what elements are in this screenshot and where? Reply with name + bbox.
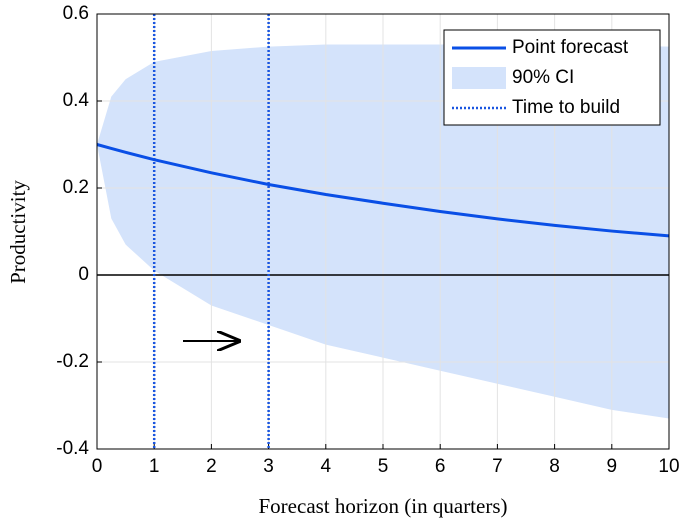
x-tick-label: 9 — [607, 456, 618, 477]
legend-label: Time to build — [512, 97, 620, 118]
line — [96, 143, 670, 238]
x-tick-label: 7 — [492, 456, 503, 477]
x-tick-label: 8 — [549, 456, 560, 477]
y-tick-label: 0.2 — [63, 177, 89, 198]
x-tick-label: 10 — [658, 456, 679, 477]
x-tick-label: 5 — [378, 456, 389, 477]
y-tick-label: 0.6 — [63, 3, 89, 24]
x-tick-label: 1 — [149, 456, 160, 477]
x-tick-label: 2 — [206, 456, 217, 477]
legend-label: Point forecast — [512, 37, 629, 58]
x-tick-label: 4 — [321, 456, 332, 477]
legend-label: 90% CI — [512, 67, 574, 88]
plot-frame — [96, 13, 670, 450]
y-tick-label: 0.4 — [63, 90, 90, 111]
x-tick-label: 6 — [435, 456, 446, 477]
x-tick-label: 3 — [263, 456, 274, 477]
legend-swatch — [452, 67, 506, 89]
y-tick-label: -0.2 — [56, 351, 89, 372]
y-axis-label: Productivity — [6, 180, 30, 284]
y-tick-label: -0.4 — [56, 438, 89, 459]
x-tick-label: 0 — [92, 456, 103, 477]
x-axis-label: Forecast horizon (in quarters) — [259, 494, 508, 518]
y-tick-label: 0 — [78, 264, 89, 285]
